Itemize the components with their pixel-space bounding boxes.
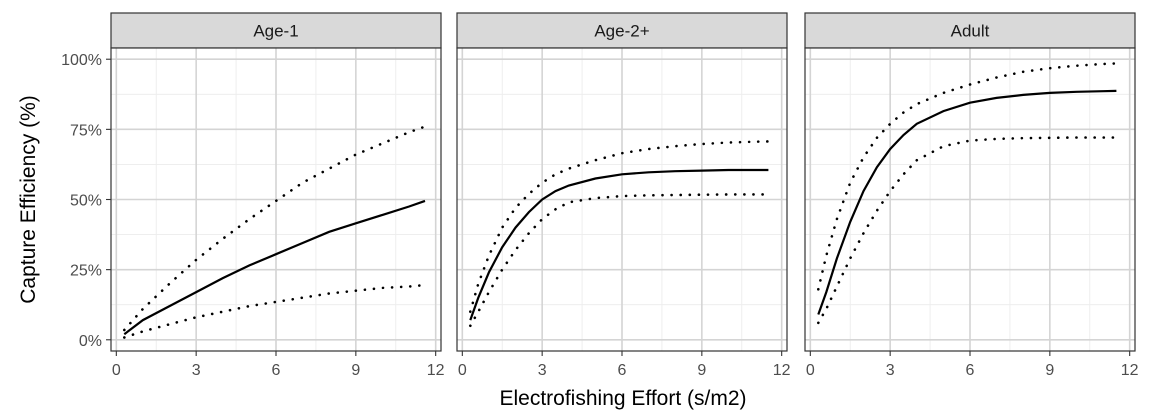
x-tick-label: 9 xyxy=(1045,362,1054,379)
x-axis-title: Electrofishing Effort (s/m2) xyxy=(499,387,746,410)
y-tick-label: 0% xyxy=(79,333,102,350)
series-line-dotted-3 xyxy=(816,136,1118,325)
facet-title: Age-1 xyxy=(253,22,298,41)
y-axis-title: Capture Efficiency (%) xyxy=(17,95,40,304)
facet-panel-1: Age-1 0 3 6 9 12 0% 25% 50% 75% 100% xyxy=(61,12,445,379)
facet-title: Age-2+ xyxy=(594,22,649,41)
x-tick-label: 12 xyxy=(773,362,791,379)
x-tick-label: 9 xyxy=(697,362,706,379)
x-tick-label: 0 xyxy=(112,362,121,379)
facet-panel-2: Age-2+ 0 3 6 9 12 xyxy=(456,12,791,379)
x-tick-label: 6 xyxy=(966,362,975,379)
y-tick-label: 100% xyxy=(61,52,102,69)
x-tick-label: 6 xyxy=(618,362,627,379)
series-line-dotted-2 xyxy=(816,62,1118,291)
x-tick-label: 0 xyxy=(458,362,467,379)
x-tick-label: 6 xyxy=(272,362,281,379)
series-line-solid-1 xyxy=(469,168,769,321)
series-line-dotted-3 xyxy=(123,283,427,339)
series-line-dotted-2 xyxy=(123,125,427,332)
facet-strip xyxy=(804,12,1136,49)
y-tick-label: 50% xyxy=(70,193,102,210)
x-tick-label: 0 xyxy=(806,362,815,379)
y-tick-label: 75% xyxy=(70,122,102,139)
series-line-dotted-2 xyxy=(468,140,770,314)
x-tick-label: 3 xyxy=(192,362,201,379)
series-line-dotted-3 xyxy=(468,193,770,328)
x-tick-label: 3 xyxy=(886,362,895,379)
x-tick-label: 3 xyxy=(538,362,547,379)
facet-strip xyxy=(456,12,788,49)
x-tick-label: 12 xyxy=(427,362,445,379)
x-tick-label: 9 xyxy=(351,362,360,379)
facet-panel-3: Adult 0 3 6 9 12 xyxy=(804,12,1139,379)
facet-strip xyxy=(110,12,442,49)
facet-title: Adult xyxy=(951,22,990,41)
x-tick-label: 12 xyxy=(1121,362,1139,379)
y-tick-label: 25% xyxy=(70,263,102,280)
series-line-solid-1 xyxy=(817,89,1117,315)
series-line-solid-1 xyxy=(123,199,426,336)
panels: Age-10 3 6 9 120%25%50%75%100%Age-2+0 3 6 9 12Ad… xyxy=(61,12,1139,379)
